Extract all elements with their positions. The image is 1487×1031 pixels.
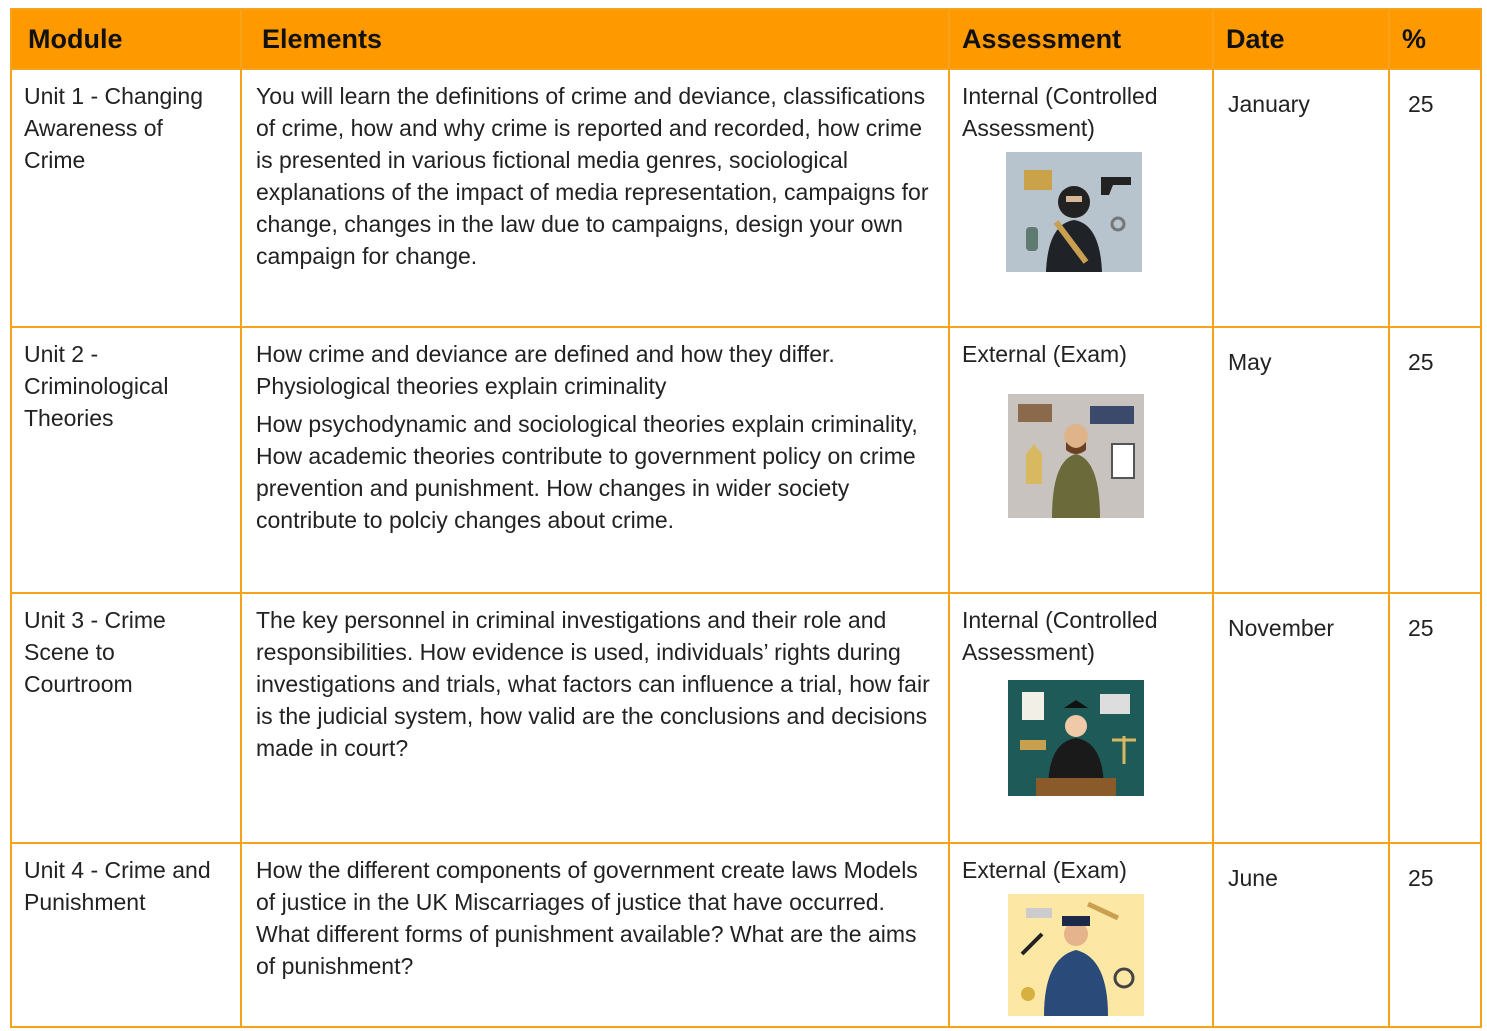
elements-text: How crime and deviance are defined and h… bbox=[256, 341, 835, 399]
assessment-cell: Internal (Controlled Assessment) bbox=[948, 68, 1214, 328]
elements-text: You will learn the definitions of crime … bbox=[256, 83, 929, 269]
illustration bbox=[1006, 152, 1142, 272]
header-cell: Elements bbox=[240, 8, 950, 70]
assessment-cell: Internal (Controlled Assessment) bbox=[948, 592, 1214, 844]
elements-cell: The key personnel in criminal investigat… bbox=[240, 592, 950, 844]
row: Unit 2 - Criminological Theories How cri… bbox=[10, 326, 1482, 594]
elements-text: The key personnel in criminal investigat… bbox=[256, 607, 930, 761]
elements-text: How psychodynamic and sociological theor… bbox=[256, 411, 918, 533]
module-cell: Unit 2 - Criminological Theories bbox=[10, 326, 242, 594]
header-cell: % bbox=[1388, 8, 1482, 70]
percent-cell: 25 bbox=[1388, 326, 1482, 594]
row: Unit 1 - Changing Awareness of Crime You… bbox=[10, 68, 1482, 328]
module-cell: Unit 4 - Crime and Punishment bbox=[10, 842, 242, 1028]
percent-cell: 25 bbox=[1388, 68, 1482, 328]
assessment-text: Internal (Controlled Assessment) bbox=[962, 83, 1158, 141]
illustration bbox=[1008, 680, 1144, 796]
assessment-text: External (Exam) bbox=[962, 857, 1127, 883]
header-row: Module Elements Assessment Date % bbox=[10, 8, 1482, 70]
date-cell: June bbox=[1212, 842, 1390, 1028]
date-cell: November bbox=[1212, 592, 1390, 844]
row: Unit 4 - Crime and Punishment How the di… bbox=[10, 842, 1482, 1028]
assessment-cell: External (Exam) bbox=[948, 842, 1214, 1028]
row: Unit 3 - Crime Scene to Courtroom The ke… bbox=[10, 592, 1482, 844]
date-cell: January bbox=[1212, 68, 1390, 328]
elements-cell: How crime and deviance are defined and h… bbox=[240, 326, 950, 594]
module-cell: Unit 3 - Crime Scene to Courtroom bbox=[10, 592, 242, 844]
illustration bbox=[1008, 894, 1144, 1016]
percent-cell: 25 bbox=[1388, 842, 1482, 1028]
assessment-text: External (Exam) bbox=[962, 341, 1127, 367]
elements-cell: You will learn the definitions of crime … bbox=[240, 68, 950, 328]
curriculum-table: Module Elements Assessment Date % Unit 1… bbox=[10, 8, 1482, 1028]
percent-cell: 25 bbox=[1388, 592, 1482, 844]
illustration bbox=[1008, 394, 1144, 518]
elements-text: How the different components of governme… bbox=[256, 857, 918, 979]
header-cell: Module bbox=[10, 8, 242, 70]
assessment-text: Internal (Controlled Assessment) bbox=[962, 607, 1158, 665]
header-cell: Assessment bbox=[948, 8, 1214, 70]
header-cell: Date bbox=[1212, 8, 1390, 70]
assessment-cell: External (Exam) bbox=[948, 326, 1214, 594]
date-cell: May bbox=[1212, 326, 1390, 594]
module-cell: Unit 1 - Changing Awareness of Crime bbox=[10, 68, 242, 328]
elements-cell: How the different components of governme… bbox=[240, 842, 950, 1028]
